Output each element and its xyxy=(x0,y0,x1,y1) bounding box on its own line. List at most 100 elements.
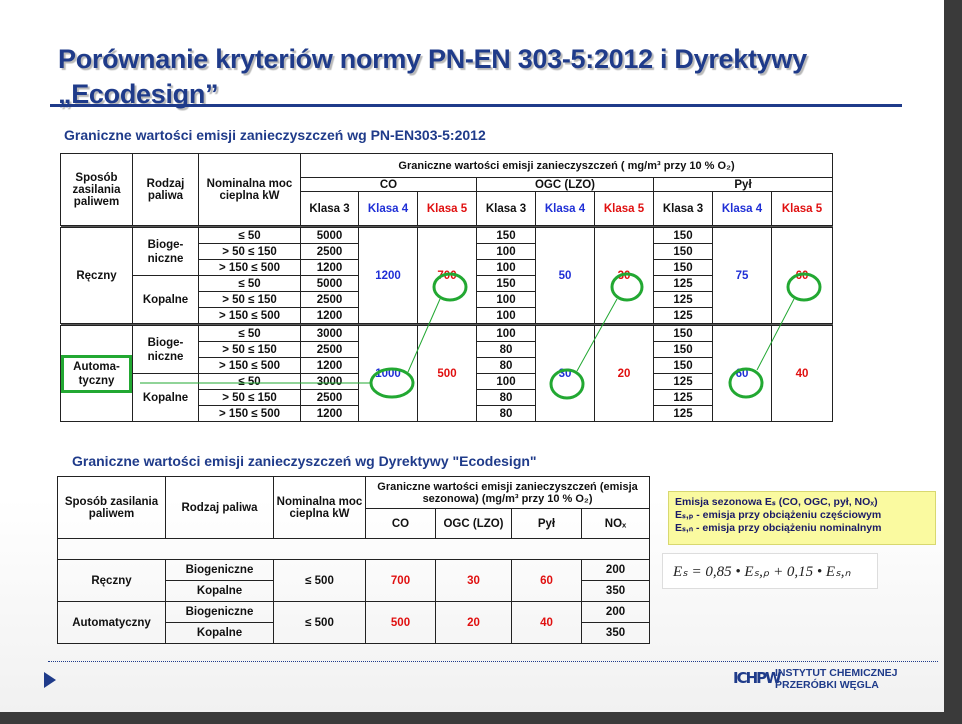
t1-dust3: 150 xyxy=(653,357,713,374)
t1-fuel-fossil-manual: Kopalne xyxy=(132,275,199,324)
t1-co3: 1200 xyxy=(300,307,359,324)
t1-power: ≤ 50 xyxy=(198,275,301,292)
t1-co3: 2500 xyxy=(300,291,359,308)
t2-supply-auto: Automatyczny xyxy=(57,601,166,644)
t2-fuel-fossil: Kopalne xyxy=(165,580,274,602)
t1-header-supply: Sposób zasilania paliwem xyxy=(60,153,133,226)
t2-header-power: Nominalna moc cieplna kW xyxy=(273,476,366,539)
t1-fuel-fossil-auto: Kopalne xyxy=(132,373,199,422)
table1-caption: Graniczne wartości emisji zanieczyszczeń… xyxy=(64,127,486,143)
t1-auto-dust-k5: 40 xyxy=(770,325,834,422)
t2-auto-co: 500 xyxy=(365,601,436,644)
t1-dust3: 150 xyxy=(653,325,713,342)
t1-ogc3: 100 xyxy=(476,325,536,342)
note-line-1: Emisja sezonowa Eₛ (CO, OGC, pył, NOₓ) xyxy=(675,496,878,508)
t1-ogc3: 80 xyxy=(476,405,536,422)
t1-ogc3: 150 xyxy=(476,275,536,292)
title-line-1: Porównanie kryteriów normy PN-EN 303-5:2… xyxy=(58,44,807,74)
t1-auto-co-k5: 500 xyxy=(417,325,477,422)
t2-auto-nox-fossil: 350 xyxy=(580,622,651,644)
t1-ogc3: 100 xyxy=(476,373,536,390)
t1-manual-ogc-k5: 30 xyxy=(594,227,654,324)
ichpw-logo: ICHPW INSTYTUT CHEMICZNEJ PRZERÓBKI WĘGL… xyxy=(733,667,933,697)
t1-ogc3: 80 xyxy=(476,389,536,406)
t1-separator xyxy=(60,323,833,326)
t1-auto-dust-k4: 60 xyxy=(712,325,772,422)
t1-co3: 1200 xyxy=(300,405,359,422)
t1-ogc3: 100 xyxy=(476,259,536,276)
t1-class5-co: Klasa 5 xyxy=(417,191,477,226)
t1-manual-dust-k5: 60 xyxy=(770,227,834,324)
t1-co3: 1200 xyxy=(300,357,359,374)
t1-dust3: 125 xyxy=(653,405,713,422)
t1-dust3: 150 xyxy=(653,259,713,276)
t1-ogc3: 80 xyxy=(476,357,536,374)
t1-power: ≤ 50 xyxy=(198,227,301,244)
t2-power-manual: ≤ 500 xyxy=(273,559,366,602)
t2-manual-dust: 60 xyxy=(511,559,582,602)
note-line-3: Eₛ,ₙ - emisja przy obciążeniu nominalnym xyxy=(675,522,882,534)
t2-fuel-bio: Biogeniczne xyxy=(165,559,274,581)
t2-manual-co: 700 xyxy=(365,559,436,602)
seasonal-emission-note: Emisja sezonowa Eₛ (CO, OGC, pył, NOₓ) E… xyxy=(668,491,936,545)
t1-supply-auto: Automa-tyczny xyxy=(60,325,133,422)
t2-auto-nox-bio: 200 xyxy=(580,601,651,623)
t1-co3: 2500 xyxy=(300,243,359,260)
t2-manual-nox-bio: 200 xyxy=(580,559,651,581)
t2-manual-ogc: 30 xyxy=(435,559,512,602)
t1-power: > 150 ≤ 500 xyxy=(198,307,301,324)
t1-class4-ogc: Klasa 4 xyxy=(535,191,595,226)
t1-power: ≤ 50 xyxy=(198,373,301,390)
t1-group-dust: Pył xyxy=(652,177,834,192)
t1-dust3: 150 xyxy=(653,341,713,358)
t1-ogc3: 100 xyxy=(476,307,536,324)
slide: Porównanie kryteriów normy PN-EN 303-5:2… xyxy=(0,0,944,712)
t1-co3: 3000 xyxy=(300,373,359,390)
t2-header-supply: Sposób zasilania paliwem xyxy=(57,476,166,539)
t1-class4-dust: Klasa 4 xyxy=(712,191,772,226)
note-line-2: Eₛ,ₚ - emisja przy obciążeniu częściowym xyxy=(675,509,882,521)
t1-dust3: 125 xyxy=(653,389,713,406)
t2-supply-manual: Ręczny xyxy=(57,559,166,602)
t1-dust3: 125 xyxy=(653,275,713,292)
t1-auto-co-k4: 1000 xyxy=(358,325,418,422)
t1-supply-manual: Ręczny xyxy=(60,227,133,324)
logo-line-2: PRZERÓBKI WĘGLA xyxy=(775,679,879,691)
t2-fuel-fossil: Kopalne xyxy=(165,622,274,644)
table2-caption: Graniczne wartości emisji zanieczyszczeń… xyxy=(72,453,537,469)
t1-dust3: 150 xyxy=(653,243,713,260)
t2-header-limits: Graniczne wartości emisji zanieczyszczeń… xyxy=(364,476,651,509)
t2-header-fuel: Rodzaj paliwa xyxy=(165,476,274,539)
logo-line-1: INSTYTUT CHEMICZNEJ xyxy=(775,667,898,679)
t1-power: > 150 ≤ 500 xyxy=(198,357,301,374)
ichpw-logo-mark: ICHPW xyxy=(733,669,782,687)
t1-co3: 1200 xyxy=(300,259,359,276)
window-scrollbar[interactable] xyxy=(944,0,962,724)
t1-ogc3: 80 xyxy=(476,341,536,358)
t1-fuel-bio-manual: Bioge-niczne xyxy=(132,227,199,276)
t2-col-dust: Pył xyxy=(511,508,582,539)
window-bottom-bar xyxy=(0,712,962,724)
t1-manual-co-k5: 700 xyxy=(417,227,477,324)
footer-divider xyxy=(48,661,938,662)
t2-col-nox: NOₓ xyxy=(580,508,651,539)
t1-class3-co: Klasa 3 xyxy=(300,191,359,226)
t1-class3-ogc: Klasa 3 xyxy=(476,191,536,226)
next-slide-arrow-icon[interactable] xyxy=(44,672,56,688)
t1-ogc3: 150 xyxy=(476,227,536,244)
t2-power-auto: ≤ 500 xyxy=(273,601,366,644)
t1-dust3: 125 xyxy=(653,373,713,390)
t2-col-co: CO xyxy=(365,508,436,539)
title-underline xyxy=(50,104,902,107)
t1-group-co: CO xyxy=(300,177,477,192)
t2-auto-dust: 40 xyxy=(511,601,582,644)
t2-auto-ogc: 20 xyxy=(435,601,512,644)
t1-manual-dust-k4: 75 xyxy=(712,227,772,324)
t1-dust3: 125 xyxy=(653,291,713,308)
t1-co3: 5000 xyxy=(300,227,359,244)
t1-class4-co: Klasa 4 xyxy=(358,191,418,226)
t1-power: ≤ 50 xyxy=(198,325,301,342)
slide-title: Porównanie kryteriów normy PN-EN 303-5:2… xyxy=(58,42,918,112)
t1-class3-dust: Klasa 3 xyxy=(653,191,713,226)
t1-power: > 50 ≤ 150 xyxy=(198,389,301,406)
